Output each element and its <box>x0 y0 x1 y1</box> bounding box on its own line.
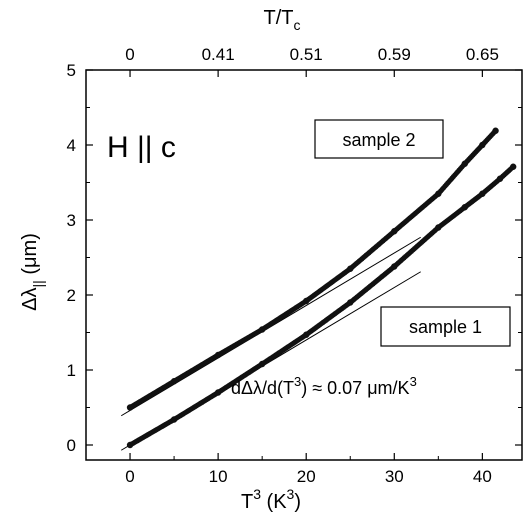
y-tick-label: 5 <box>67 61 76 80</box>
x-tick-label: 0 <box>125 467 134 486</box>
fit-lines <box>120 236 421 451</box>
y-tick-label: 2 <box>67 286 76 305</box>
x-tick-label: 10 <box>209 467 228 486</box>
axis-ticks: 0 10 20 30 40 0 0.41 0.51 0.59 0.65 0 1 2 3 4 5 <box>67 45 522 486</box>
y-tick-label: 3 <box>67 211 76 230</box>
y-tick-label: 1 <box>67 361 76 380</box>
x-tick-label: 40 <box>473 467 492 486</box>
y-axis-title: Δλ|| (μm) <box>19 233 46 311</box>
x-tick-label: 30 <box>385 467 404 486</box>
series-sample-2 <box>126 127 499 411</box>
sample2-box <box>314 119 444 159</box>
sample2-label: sample 2 <box>342 130 415 150</box>
field-label: H || c <box>107 131 176 164</box>
x-axis-title: T3 (K3) <box>241 486 301 513</box>
data-point-trace <box>492 128 499 134</box>
x-tick-label: 20 <box>297 467 316 486</box>
slope-annotation: dΔλ/d(T3) ≈ 0.07 μm/K3 <box>231 374 417 398</box>
top-axis-title: T/Tc <box>264 7 301 33</box>
data-point-trace <box>510 164 516 170</box>
top-tick-label: 0.51 <box>290 45 323 64</box>
top-tick-label: 0.59 <box>378 45 411 64</box>
sample1-box <box>380 306 511 347</box>
series-sample-1 <box>126 163 517 449</box>
y-tick-label: 0 <box>67 436 76 455</box>
sample1-label: sample 1 <box>409 317 482 337</box>
top-tick-label: 0.65 <box>466 45 499 64</box>
y-tick-label: 4 <box>67 136 76 155</box>
top-tick-label: 0 <box>125 45 134 64</box>
top-tick-label: 0.41 <box>202 45 235 64</box>
plot-frame <box>85 69 523 461</box>
